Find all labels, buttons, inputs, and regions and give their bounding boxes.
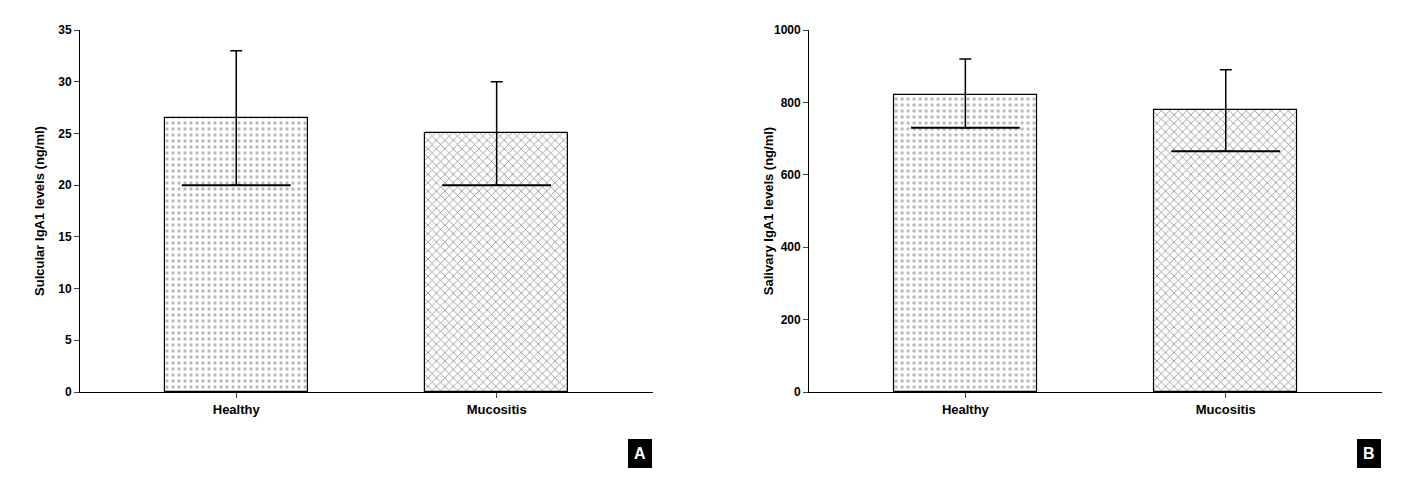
svg-text:20: 20 [58,178,72,192]
svg-text:A: A [634,445,646,462]
svg-text:Healthy: Healthy [942,402,990,417]
svg-text:Mucositis: Mucositis [1196,402,1256,417]
svg-text:15: 15 [58,230,72,244]
svg-text:800: 800 [781,96,801,110]
svg-text:Mucositis: Mucositis [467,402,527,417]
svg-text:25: 25 [58,127,72,141]
svg-text:Healthy: Healthy [213,402,261,417]
svg-text:5: 5 [65,333,72,347]
svg-text:Sulcular IgA1 levels (ng/ml): Sulcular IgA1 levels (ng/ml) [32,126,47,296]
svg-text:0: 0 [794,385,801,399]
svg-text:10: 10 [58,282,72,296]
svg-text:1000: 1000 [774,23,801,37]
svg-text:600: 600 [781,168,801,182]
svg-text:35: 35 [58,23,72,37]
svg-text:200: 200 [781,313,801,327]
svg-text:Salivary IgA1 levels (ng/ml): Salivary IgA1 levels (ng/ml) [761,127,776,295]
svg-text:B: B [1363,445,1375,462]
svg-text:0: 0 [65,385,72,399]
svg-text:400: 400 [781,240,801,254]
svg-text:30: 30 [58,75,72,89]
